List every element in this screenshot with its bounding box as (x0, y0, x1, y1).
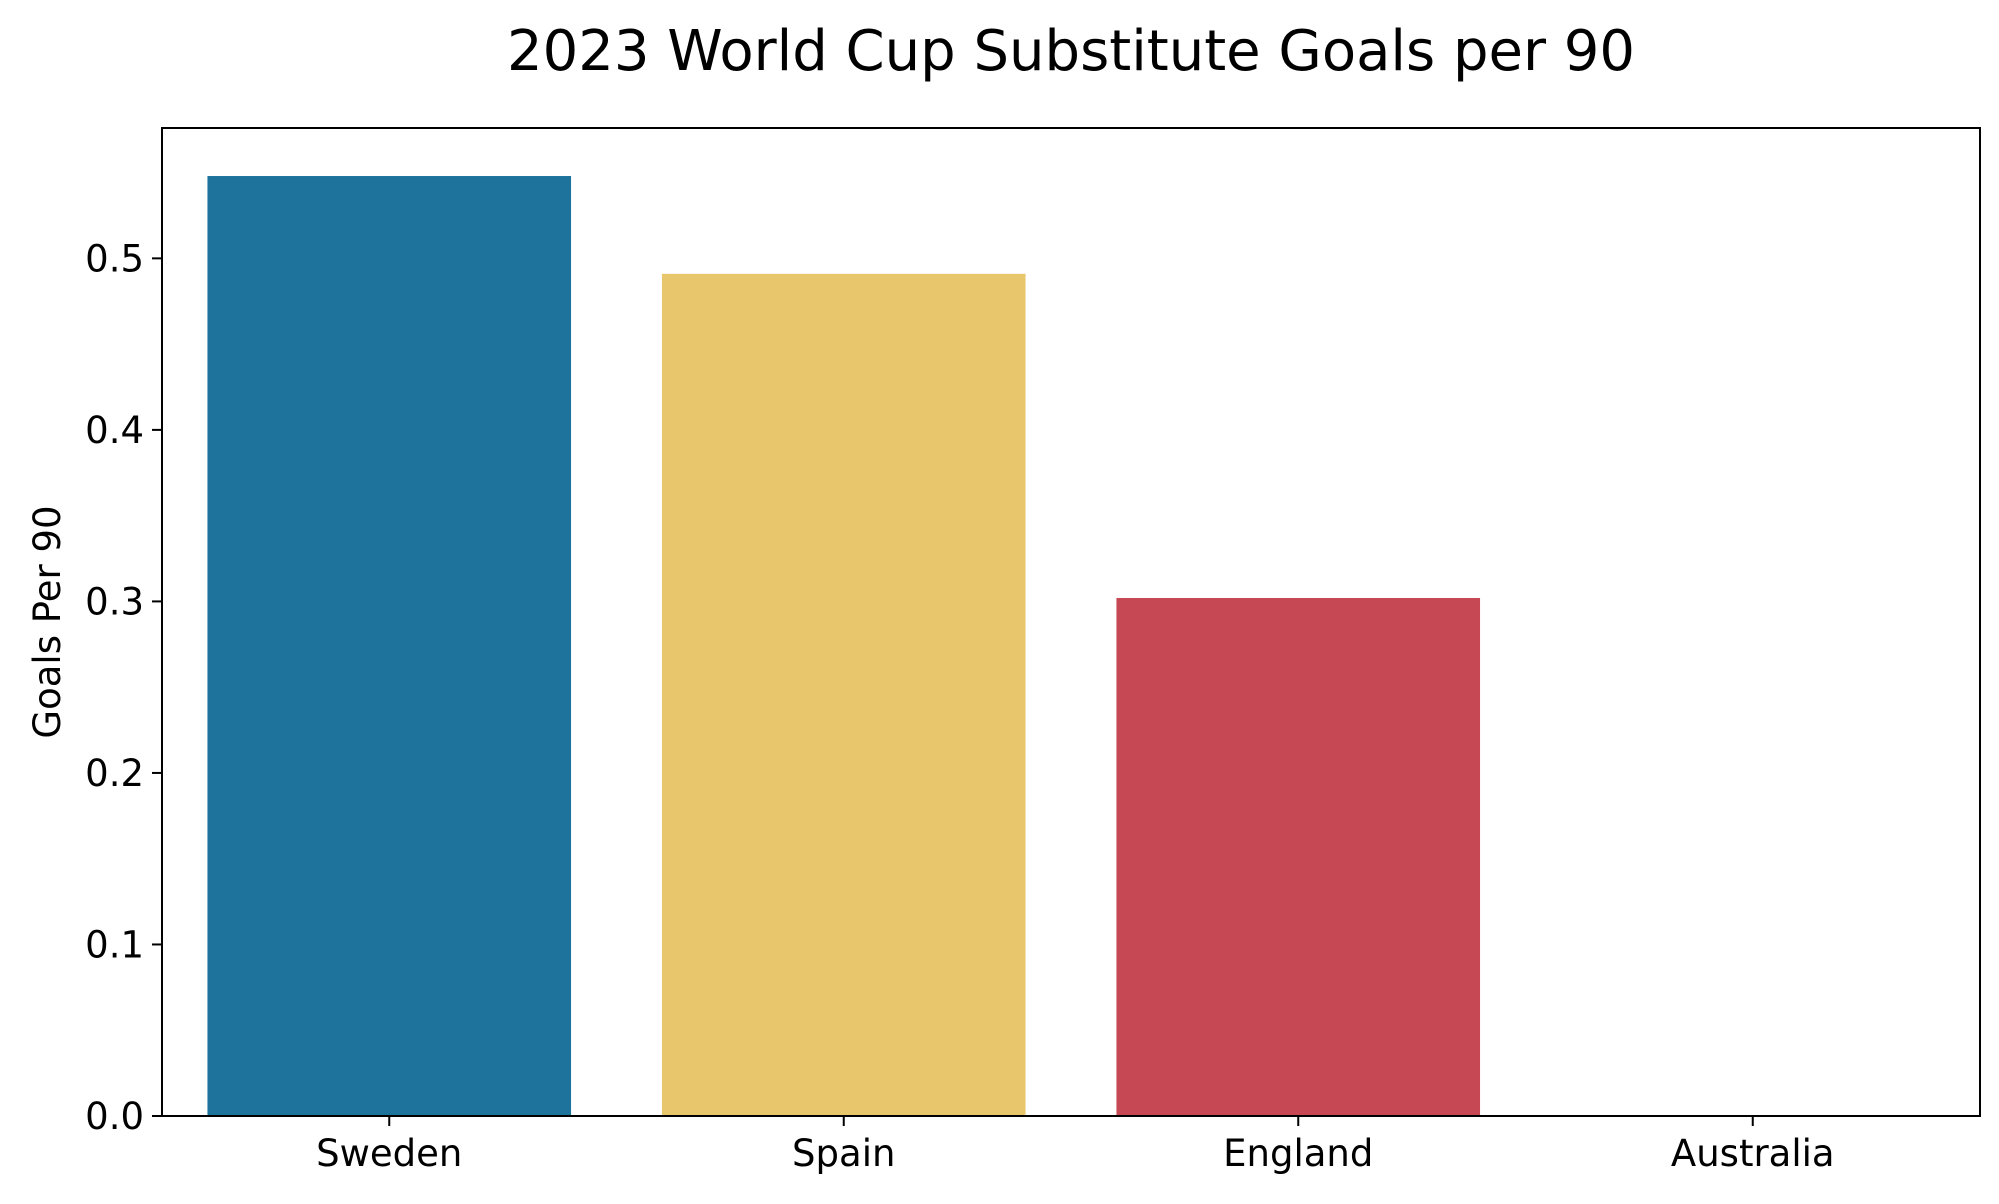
x-tick-label: Sweden (316, 1132, 462, 1175)
x-tick-label: Australia (1671, 1132, 1835, 1175)
x-tick-label: Spain (792, 1132, 895, 1175)
y-tick-label: 0.0 (85, 1095, 144, 1138)
y-tick-label: 0.3 (85, 580, 144, 623)
y-axis-ticks: 0.0 0.1 0.2 0.3 0.4 0.5 (85, 237, 162, 1138)
y-tick-label: 0.4 (85, 409, 144, 452)
bar-england (1116, 597, 1481, 1116)
x-tick-label: England (1223, 1132, 1373, 1175)
bar-spain (661, 273, 1026, 1117)
bar-sweden (207, 176, 572, 1116)
bars-group (207, 176, 1481, 1117)
x-axis-ticks: Sweden Spain England Australia (316, 1116, 1835, 1175)
y-tick-label: 0.2 (85, 752, 144, 795)
y-tick-label: 0.1 (85, 923, 144, 966)
chart-title: 2023 World Cup Substitute Goals per 90 (507, 19, 1635, 84)
y-tick-label: 0.5 (85, 237, 144, 280)
y-axis-label: Goals Per 90 (26, 505, 69, 738)
plot-area-frame (161, 127, 1981, 1117)
